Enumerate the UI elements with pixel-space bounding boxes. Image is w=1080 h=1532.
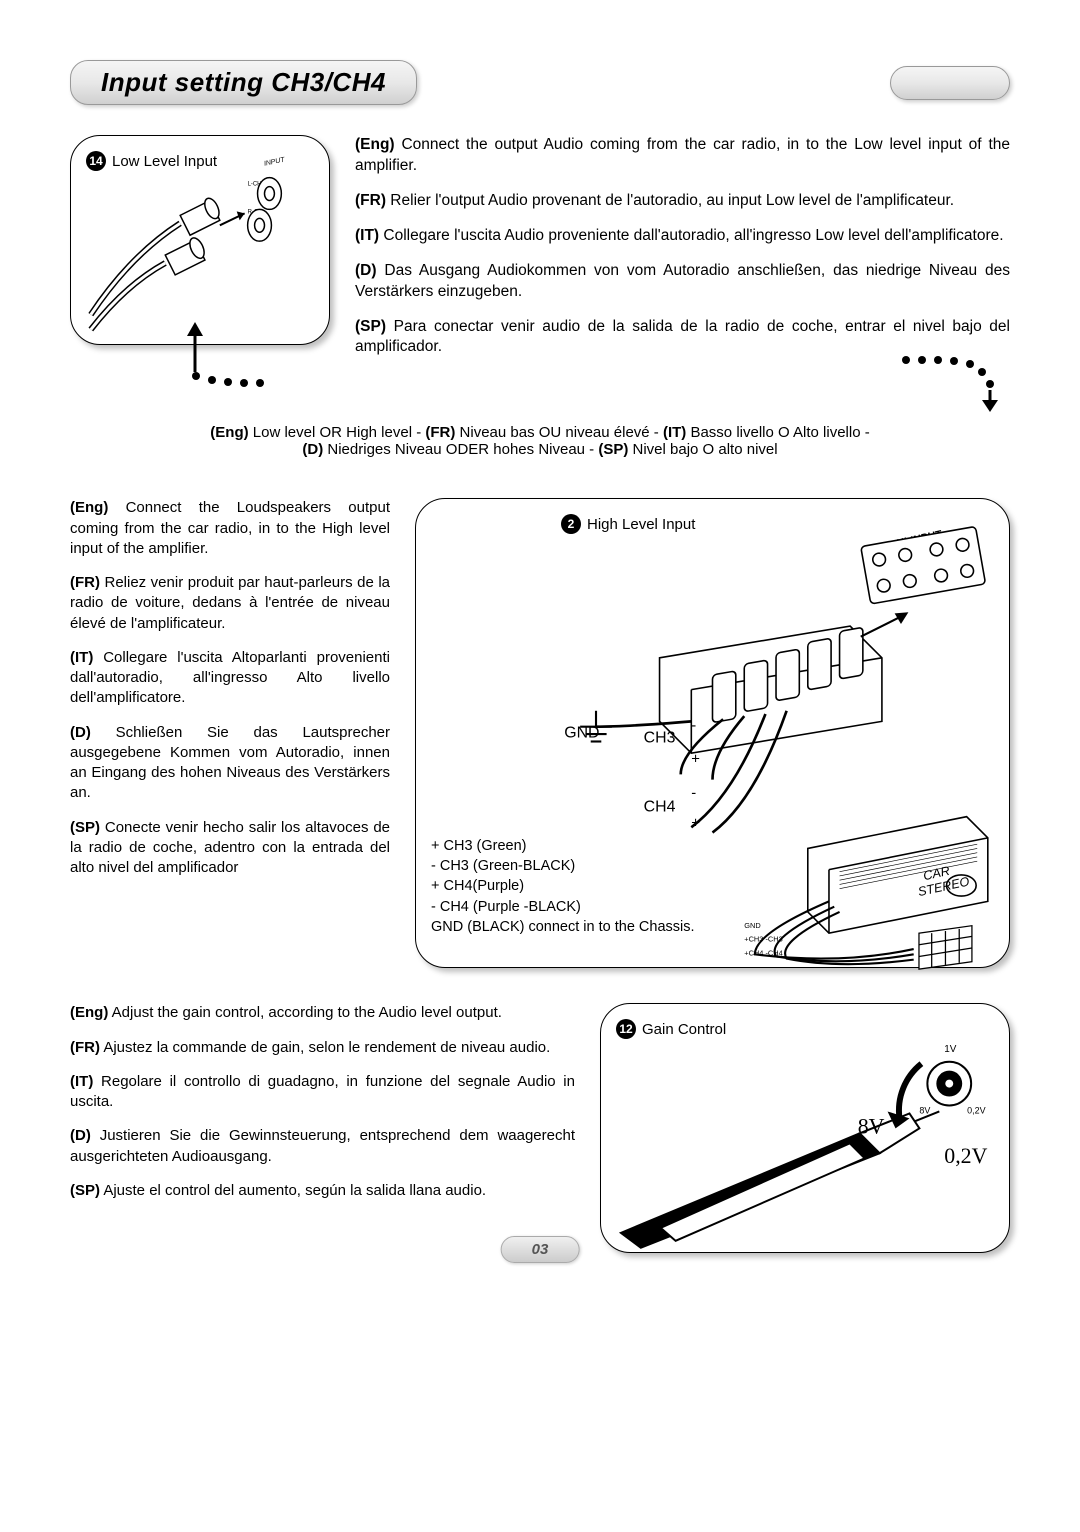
svg-text:GND: GND [744, 921, 760, 930]
connector-dots [70, 362, 1010, 412]
rca-cable-icon: INPUT L-CH R-CH [71, 136, 329, 344]
section-low-level: 14 Low Level Input INPUT L-CH R-CH [70, 135, 1010, 372]
svg-text:0,2V: 0,2V [967, 1106, 985, 1116]
svg-text:8V: 8V [858, 1114, 885, 1139]
arrow-up-icon [180, 322, 210, 372]
svg-text:INPUT: INPUT [263, 156, 286, 167]
svg-text:+: + [691, 752, 700, 768]
figure-low-level-input: 14 Low Level Input INPUT L-CH R-CH [70, 135, 330, 345]
gain-knob-icon: 1V 8V 0,2V 8V 0,2V [601, 1004, 1009, 1253]
title-pill-empty [890, 66, 1010, 100]
section1-text: (Eng) Connect the output Audio coming fr… [355, 135, 1010, 372]
section3-text: (Eng) Adjust the gain control, according… [70, 1003, 575, 1253]
page-title: Input setting CH3/CH4 [101, 67, 386, 98]
level-choice-note: (Eng) Low level OR High level - (FR) Niv… [70, 424, 1010, 458]
svg-text:+CH4 -CH4: +CH4 -CH4 [744, 949, 782, 958]
wire-color-list: + CH3 (Green) - CH3 (Green-BLACK) + CH4(… [431, 836, 695, 937]
svg-text:GND: GND [564, 725, 599, 742]
svg-text:-: - [691, 718, 696, 734]
svg-text:+: + [691, 816, 700, 832]
svg-text:-: - [691, 786, 696, 802]
dots-left-icon [190, 370, 270, 390]
svg-text:8V: 8V [919, 1106, 930, 1116]
title-pill: Input setting CH3/CH4 [70, 60, 417, 105]
svg-text:0,2V: 0,2V [944, 1144, 987, 1169]
svg-text:CH4: CH4 [644, 799, 676, 816]
title-bar: Input setting CH3/CH4 [70, 60, 1010, 105]
svg-text:CH3: CH3 [644, 730, 676, 747]
dots-right-icon [900, 352, 1000, 412]
svg-text:1V: 1V [944, 1044, 957, 1055]
section-gain-control: (Eng) Adjust the gain control, according… [70, 1003, 1010, 1253]
figure-high-level-input: 2 High Level Input HI-INPUT [415, 498, 1010, 968]
section2-text: (Eng) Connect the Loudspeakers output co… [70, 498, 390, 968]
svg-text:+CH3 -CH3: +CH3 -CH3 [744, 935, 782, 944]
section-high-level: (Eng) Connect the Loudspeakers output co… [70, 498, 1010, 968]
page-number: 03 [501, 1236, 580, 1263]
figure-gain-control: 12 Gain Control 1V 8V 0 [600, 1003, 1010, 1253]
